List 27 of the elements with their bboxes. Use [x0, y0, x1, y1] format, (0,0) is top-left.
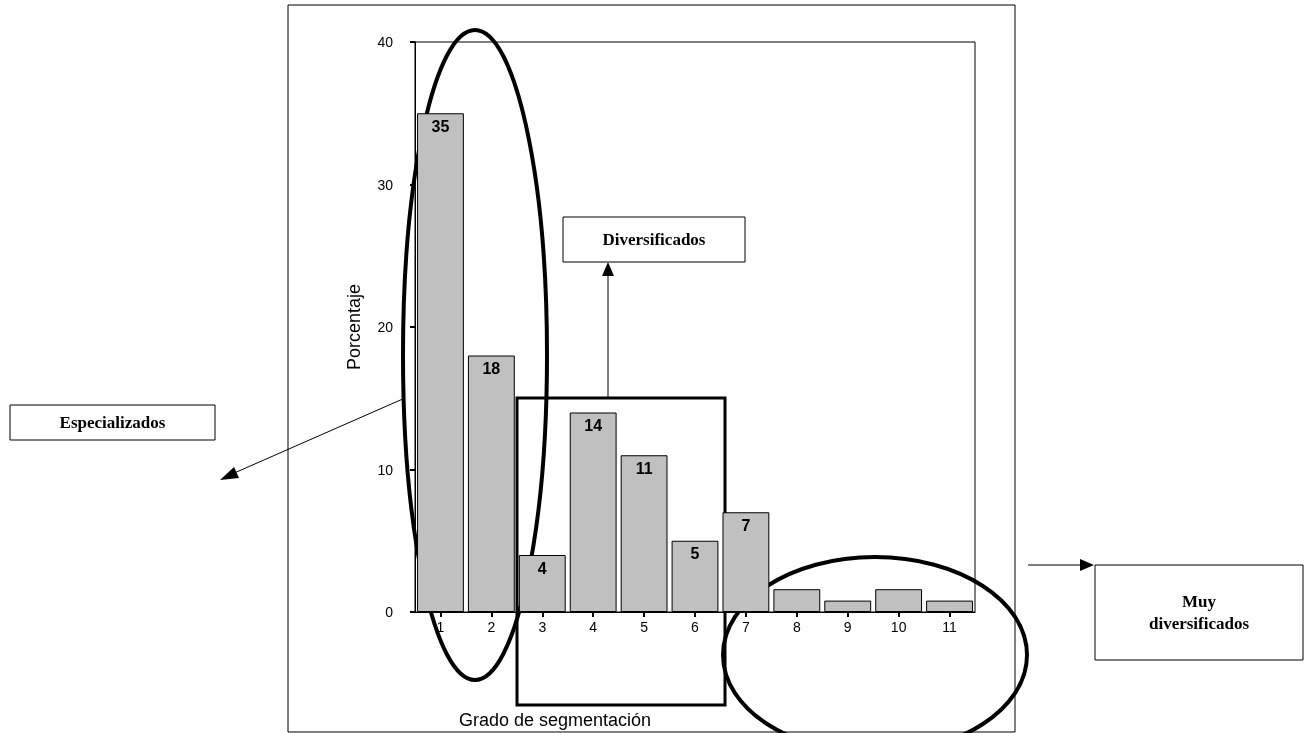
x-tick-label: 9	[843, 619, 852, 635]
data-label: 35	[431, 117, 450, 135]
y-tick-label: 20	[377, 319, 394, 335]
x-tick-label: 7	[742, 619, 751, 635]
data-label: 11	[635, 459, 653, 477]
text: Muy diversificados	[1148, 592, 1250, 633]
data-label: 18	[482, 360, 501, 377]
data-label: 14	[584, 417, 603, 434]
y-tick-label: 30	[377, 176, 394, 193]
y-axis-title: Porcentaje	[344, 283, 364, 371]
x-tick-label: 10	[890, 619, 907, 635]
x-axis-title: Grado de segmentación	[458, 710, 652, 730]
data-label: 4	[537, 559, 547, 577]
x-tick-label: 5	[640, 619, 649, 635]
data-label: 7	[741, 516, 751, 534]
y-tick-label: 40	[377, 34, 394, 50]
y-tick-label: 0	[385, 604, 394, 620]
y-tick-label: 10	[377, 461, 394, 478]
x-tick-label: 6	[691, 619, 700, 635]
x-tick-label: 2	[487, 619, 496, 635]
x-tick-label: 3	[538, 619, 547, 635]
x-tick-label: 8	[792, 619, 801, 635]
annotation: Diversificados	[602, 230, 706, 249]
text: Especializados	[59, 413, 166, 432]
x-tick-label: 11	[942, 619, 958, 635]
data-label: 5	[690, 545, 700, 563]
x-tick-label: 4	[589, 619, 598, 635]
